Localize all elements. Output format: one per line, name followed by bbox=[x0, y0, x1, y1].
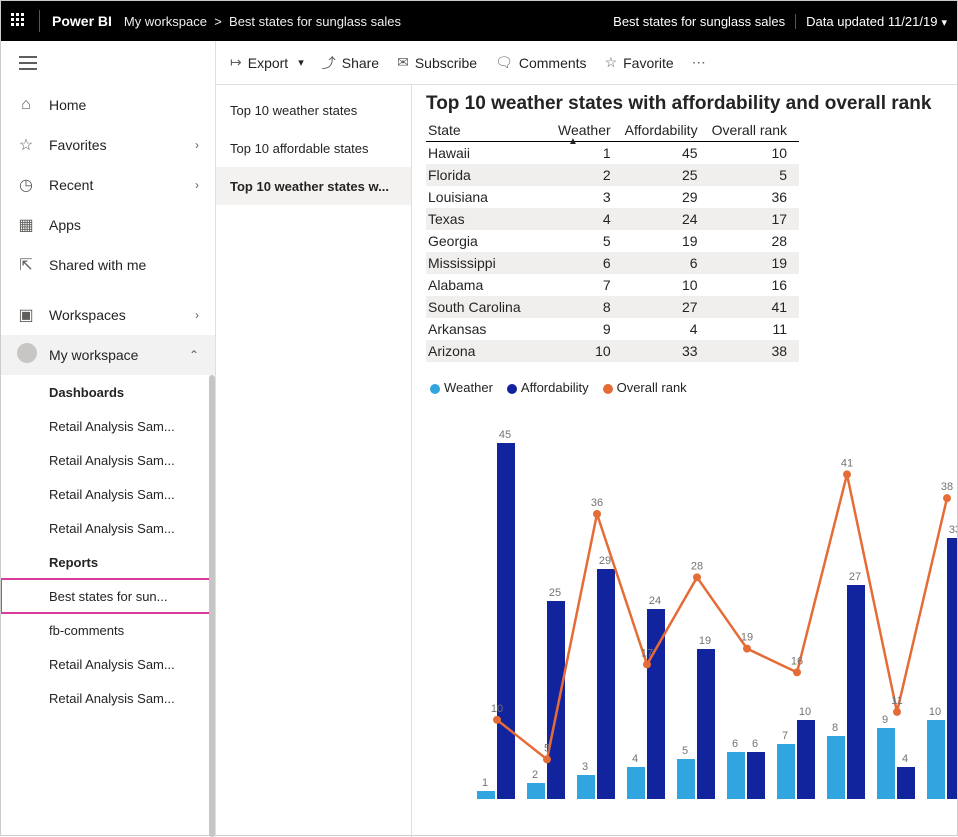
nav-home[interactable]: ⌂Home bbox=[1, 85, 215, 125]
line-point[interactable] bbox=[943, 494, 951, 502]
table-row[interactable]: Arkansas9411 bbox=[426, 318, 799, 340]
line-point[interactable] bbox=[743, 645, 751, 653]
svg-text:41: 41 bbox=[841, 457, 853, 469]
svg-text:19: 19 bbox=[741, 632, 753, 644]
report-item[interactable]: Retail Analysis Sam... bbox=[1, 681, 215, 715]
chevron-right-icon: › bbox=[195, 178, 199, 192]
data-table[interactable]: StateWeather▲AffordabilityOverall rank H… bbox=[426, 119, 799, 362]
page-tabs: Top 10 weather statesTop 10 affordable s… bbox=[216, 85, 412, 837]
data-updated-dropdown[interactable]: Data updated 11/21/19▾ bbox=[795, 14, 947, 29]
line-point[interactable] bbox=[793, 668, 801, 676]
svg-text:36: 36 bbox=[591, 497, 603, 509]
avatar-icon bbox=[17, 343, 37, 363]
report-item[interactable]: fb-comments bbox=[1, 613, 215, 647]
svg-text:5: 5 bbox=[544, 742, 550, 754]
more-button[interactable]: ⋯ bbox=[692, 54, 706, 71]
command-bar: ↦Export▾ ⤴Share ✉Subscribe 🗨Comments ☆Fa… bbox=[216, 41, 957, 85]
table-header[interactable]: Affordability bbox=[623, 119, 710, 142]
svg-text:38: 38 bbox=[941, 481, 953, 493]
nav-apps[interactable]: ▦Apps bbox=[1, 205, 215, 245]
table-header[interactable]: State bbox=[426, 119, 556, 142]
page-tab[interactable]: Top 10 weather states w... bbox=[216, 167, 411, 205]
table-row[interactable]: Alabama71016 bbox=[426, 274, 799, 296]
line-point[interactable] bbox=[893, 708, 901, 716]
main-area: ↦Export▾ ⤴Share ✉Subscribe 🗨Comments ☆Fa… bbox=[216, 41, 957, 837]
report-canvas: Top 10 weather states with affordability… bbox=[412, 85, 957, 837]
subscribe-button[interactable]: ✉Subscribe bbox=[397, 54, 477, 71]
shared-icon: ⇱ bbox=[17, 255, 35, 275]
chevron-right-icon: › bbox=[195, 308, 199, 322]
left-nav: ⌂Home ☆Favorites› ◷Recent› ▦Apps ⇱Shared… bbox=[1, 41, 216, 837]
home-icon: ⌂ bbox=[17, 96, 35, 114]
svg-text:10: 10 bbox=[491, 703, 503, 715]
line-point[interactable] bbox=[843, 470, 851, 478]
section-reports: Reports bbox=[1, 545, 215, 579]
line-point[interactable] bbox=[593, 510, 601, 518]
global-header: Power BI My workspace > Best states for … bbox=[1, 1, 957, 41]
star-icon: ☆ bbox=[605, 54, 618, 71]
clock-icon: ◷ bbox=[17, 175, 35, 195]
nav-recent[interactable]: ◷Recent› bbox=[1, 165, 215, 205]
mail-icon: ✉ bbox=[397, 54, 409, 71]
nav-my-workspace[interactable]: My workspace⌃ bbox=[1, 335, 215, 375]
section-dashboards: Dashboards bbox=[1, 375, 215, 409]
more-icon: ⋯ bbox=[692, 54, 706, 71]
table-row[interactable]: Florida2255 bbox=[426, 164, 799, 186]
svg-text:17: 17 bbox=[641, 647, 653, 659]
table-row[interactable]: Hawaii14510 bbox=[426, 142, 799, 165]
export-button[interactable]: ↦Export▾ bbox=[230, 54, 304, 71]
svg-text:28: 28 bbox=[691, 560, 703, 572]
table-row[interactable]: Arizona103338 bbox=[426, 340, 799, 362]
legend-item[interactable]: Weather bbox=[430, 380, 493, 395]
overall-rank-line bbox=[497, 474, 947, 759]
report-title: Best states for sunglass sales bbox=[613, 14, 785, 29]
breadcrumb[interactable]: My workspace > Best states for sunglass … bbox=[124, 14, 401, 29]
table-header[interactable]: Weather▲ bbox=[556, 119, 623, 142]
share-button[interactable]: ⤴Share bbox=[322, 53, 379, 73]
favorite-button[interactable]: ☆Favorite bbox=[605, 54, 674, 71]
legend-item[interactable]: Affordability bbox=[507, 380, 589, 395]
dashboard-item[interactable]: Retail Analysis Sam... bbox=[1, 477, 215, 511]
page-tab[interactable]: Top 10 affordable states bbox=[216, 129, 411, 167]
workspaces-icon: ▣ bbox=[17, 305, 35, 325]
nav-workspaces[interactable]: ▣Workspaces› bbox=[1, 295, 215, 335]
chevron-right-icon: › bbox=[195, 138, 199, 152]
dashboard-item[interactable]: Retail Analysis Sam... bbox=[1, 511, 215, 545]
nav-favorites[interactable]: ☆Favorites› bbox=[1, 125, 215, 165]
combo-chart[interactable]: Weather and Affordability 14522532942451… bbox=[426, 399, 943, 799]
page-tab[interactable]: Top 10 weather states bbox=[216, 91, 411, 129]
chart-legend: Weather Affordability Overall rank bbox=[430, 380, 943, 395]
table-row[interactable]: Mississippi6619 bbox=[426, 252, 799, 274]
hamburger-icon[interactable] bbox=[19, 56, 37, 70]
chevron-down-icon: ▾ bbox=[298, 56, 304, 69]
chevron-down-icon: ▾ bbox=[941, 17, 947, 29]
share-icon: ⤴ bbox=[322, 53, 336, 73]
line-point[interactable] bbox=[493, 716, 501, 724]
apps-icon: ▦ bbox=[17, 215, 35, 235]
table-row[interactable]: South Carolina82741 bbox=[426, 296, 799, 318]
table-row[interactable]: Louisiana32936 bbox=[426, 186, 799, 208]
comments-icon: 🗨 bbox=[495, 54, 513, 71]
report-item[interactable]: Best states for sun... bbox=[1, 579, 215, 613]
export-icon: ↦ bbox=[230, 54, 242, 71]
line-point[interactable] bbox=[693, 573, 701, 581]
brand-label: Power BI bbox=[52, 13, 112, 29]
chevron-up-icon: ⌃ bbox=[189, 348, 199, 362]
dashboard-item[interactable]: Retail Analysis Sam... bbox=[1, 409, 215, 443]
legend-item[interactable]: Overall rank bbox=[603, 380, 687, 395]
app-launcher-icon[interactable] bbox=[11, 13, 27, 29]
svg-text:16: 16 bbox=[791, 655, 803, 667]
line-point[interactable] bbox=[543, 755, 551, 763]
star-icon: ☆ bbox=[17, 135, 35, 155]
line-point[interactable] bbox=[643, 660, 651, 668]
svg-text:11: 11 bbox=[891, 695, 902, 707]
visual-title: Top 10 weather states with affordability… bbox=[426, 93, 943, 115]
comments-button[interactable]: 🗨Comments bbox=[495, 54, 586, 71]
nav-shared[interactable]: ⇱Shared with me bbox=[1, 245, 215, 285]
table-header[interactable]: Overall rank bbox=[710, 119, 799, 142]
report-item[interactable]: Retail Analysis Sam... bbox=[1, 647, 215, 681]
table-row[interactable]: Texas42417 bbox=[426, 208, 799, 230]
table-row[interactable]: Georgia51928 bbox=[426, 230, 799, 252]
dashboard-item[interactable]: Retail Analysis Sam... bbox=[1, 443, 215, 477]
